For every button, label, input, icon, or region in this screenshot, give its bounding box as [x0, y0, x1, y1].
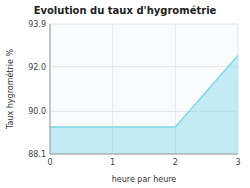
x-tick-label: 0 — [47, 158, 52, 167]
y-grid-line — [50, 66, 238, 67]
y-tick-label: 92.0 — [28, 63, 46, 72]
y-axis-line — [50, 24, 51, 154]
line — [50, 55, 238, 127]
title: Evolution du taux d'hygrométrie — [34, 5, 217, 16]
x-grid-line — [50, 24, 51, 154]
area — [50, 55, 238, 154]
y-grid-line — [50, 154, 238, 155]
grid — [50, 24, 238, 154]
y-tick-label: 93.9 — [28, 20, 46, 29]
x-axis-line — [50, 154, 238, 155]
x-tick-label: 2 — [173, 158, 178, 167]
y-grid-line — [50, 24, 238, 25]
y-tick-label: 90.0 — [28, 107, 46, 116]
chart-container: 88.1 90.0 92.0 93.9 0 1 2 3 heure par heure Taux … — [0, 0, 250, 188]
x-tick-label: 3 — [235, 158, 240, 167]
x-tick-label: 1 — [110, 158, 115, 167]
data-group — [50, 55, 238, 154]
y-tick-label: 88.1 — [28, 150, 46, 159]
tick-labels: 88.1 90.0 92.0 93.9 0 1 2 3 — [28, 20, 240, 167]
x-axis-label: heure par heure — [112, 175, 177, 184]
y-axis-label: Taux hygrométrie % — [5, 49, 15, 131]
chart-svg: 88.1 90.0 92.0 93.9 0 1 2 3 heure par heure Taux … — [0, 0, 250, 188]
plot-background — [50, 24, 238, 154]
